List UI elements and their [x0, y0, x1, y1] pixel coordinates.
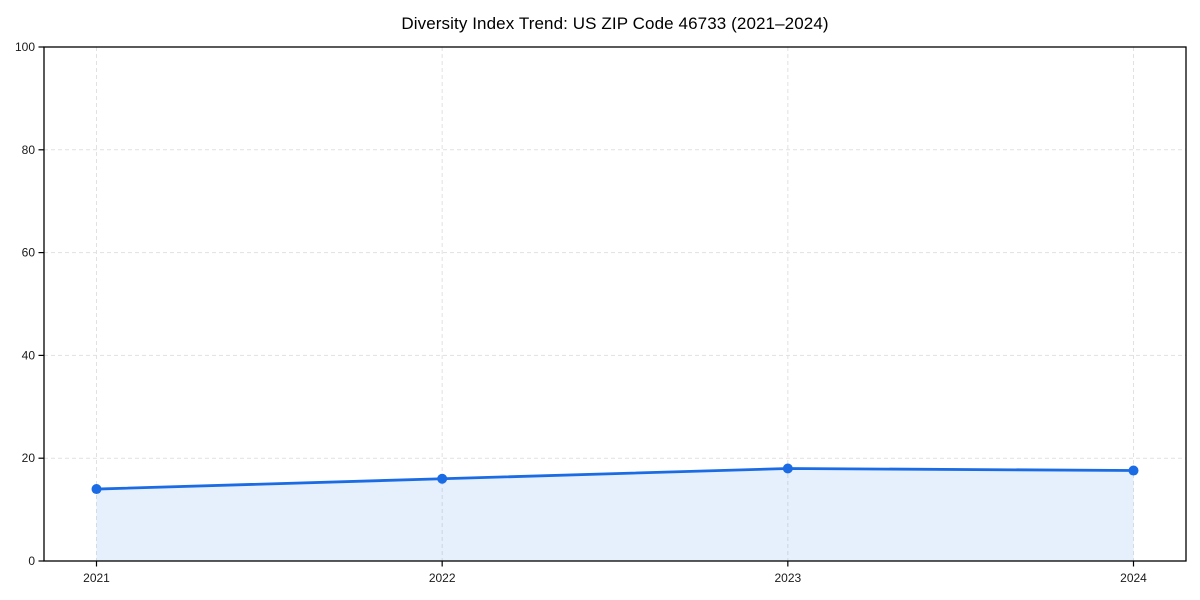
data-point — [91, 484, 102, 495]
series-area-fill — [96, 468, 1134, 561]
plot-border — [43, 46, 1187, 562]
y-tick-label: 40 — [22, 348, 36, 362]
x-tick-label: 2023 — [774, 571, 801, 585]
data-point — [1128, 465, 1139, 476]
x-tick-label: 2022 — [429, 571, 456, 585]
data-point — [782, 463, 793, 474]
y-tick-label: 80 — [22, 143, 36, 157]
series-line — [95, 467, 1135, 491]
y-tick-label: 100 — [15, 40, 35, 54]
y-tick-label: 20 — [22, 451, 36, 465]
chart-title: Diversity Index Trend: US ZIP Code 46733… — [401, 14, 829, 33]
x-tick-label: 2024 — [1120, 571, 1147, 585]
data-point — [437, 473, 448, 484]
y-tick-label: 0 — [28, 554, 35, 568]
y-tick-label: 60 — [22, 246, 36, 260]
x-tick-label: 2021 — [83, 571, 110, 585]
